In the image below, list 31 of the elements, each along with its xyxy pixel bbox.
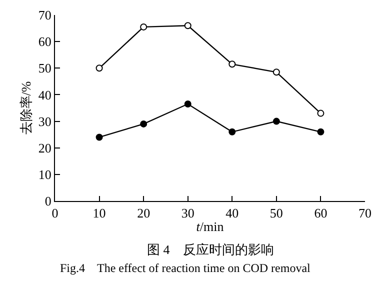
point: [228, 128, 236, 136]
point: [317, 110, 324, 117]
point: [184, 100, 192, 108]
x-tick-label: 70: [358, 206, 372, 221]
caption: 图 4 反应时间的影响: [147, 242, 274, 257]
x-tick-label: 60: [314, 206, 328, 221]
point: [140, 23, 148, 30]
point: [228, 60, 236, 68]
x-tick-label: 20: [137, 206, 150, 221]
y-tick-label: 20: [38, 140, 52, 156]
x-tick-label: 30: [181, 206, 194, 221]
y-tick-label: 60: [38, 34, 52, 50]
point: [272, 68, 280, 76]
point: [272, 118, 280, 125]
caption: Fig.4 The effect of reaction time on COD removal: [60, 261, 312, 275]
y-tick-label: 30: [38, 114, 52, 129]
point: [184, 22, 192, 30]
x-tick-label: 40: [226, 206, 239, 221]
y-tick-label: 10: [38, 166, 52, 182]
x-tick-label: 10: [92, 206, 106, 221]
x-axis-title: t/min: [196, 219, 224, 234]
y-tick-label: 50: [38, 60, 52, 76]
point: [96, 134, 103, 141]
y-tick-label: 40: [38, 87, 52, 102]
point: [140, 120, 148, 128]
x-tick-label: 50: [270, 206, 283, 221]
y-tick-label: 0: [44, 194, 52, 209]
point: [96, 64, 103, 72]
y-axis-title: 去除率/%: [18, 81, 34, 135]
y-tick-label: 70: [38, 8, 52, 23]
point: [317, 128, 324, 136]
